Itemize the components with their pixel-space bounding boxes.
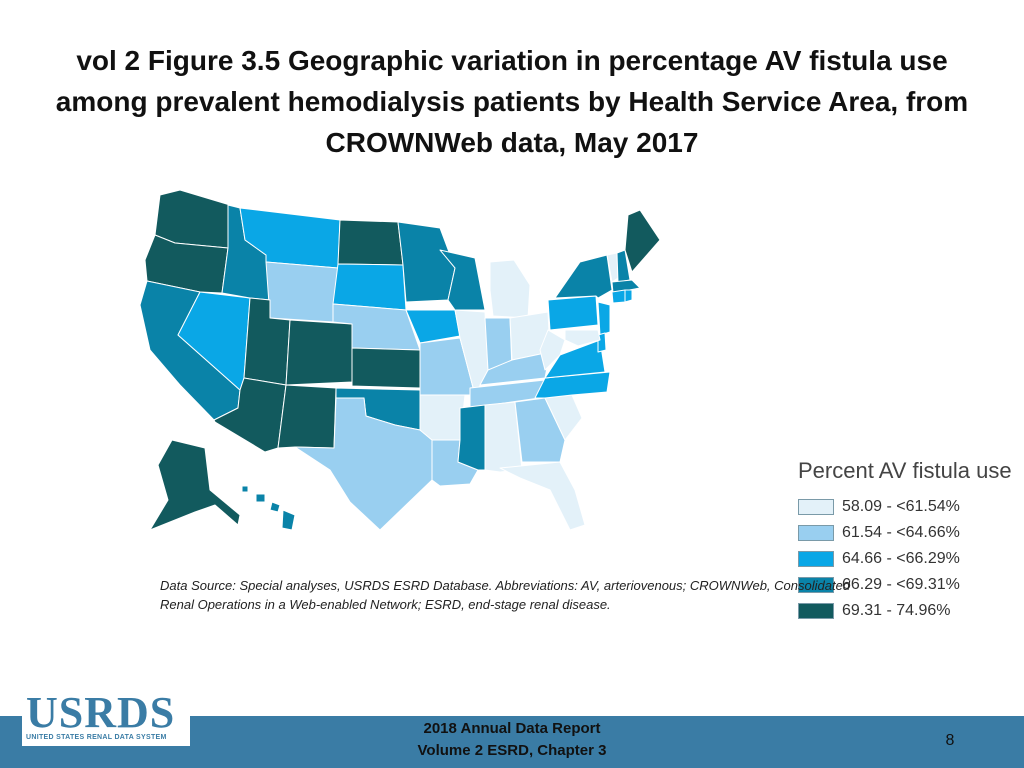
state-RI [624,289,633,303]
legend-label: 61.54 - <64.66% [842,524,960,541]
legend-title: Percent AV fistula use [798,458,1012,483]
us-map-panel: Percent AV fistula use 58.09 - <61.54% 6… [130,180,1012,619]
state-HI-3 [269,501,281,513]
legend-item: 66.29 - <69.31% [798,572,1024,598]
state-ME [624,209,661,273]
state-KS [351,347,421,389]
state-HI-2 [255,493,266,503]
page-number: 8 [945,732,955,749]
state-FL [499,461,586,531]
legend-swatch [798,551,834,567]
slide-title: vol 2 Figure 3.5 Geographic variation in… [55,45,969,158]
legend-swatch [798,603,834,619]
us-map [139,189,661,531]
state-SD [332,263,407,311]
legend-item: 69.31 - 74.96% [798,598,1024,624]
state-OR [144,234,229,294]
logo-subtext: UNITED STATES RENAL DATA SYSTEM [26,734,167,741]
state-CO [285,319,353,386]
state-AR [419,394,466,441]
state-HI-4 [281,509,296,531]
state-NC [534,371,611,399]
state-CT [611,289,626,304]
report-label: 2018 Annual Data Report Volume 2 ESRD, C… [380,718,644,762]
legend-swatch [798,499,834,515]
state-ND [337,219,404,266]
data-source-note: Data Source: Special analyses, USRDS ESR… [160,578,851,612]
legend-label: 64.66 - <66.29% [842,550,960,567]
legend-item: 64.66 - <66.29% [798,546,1024,572]
state-MD [564,329,601,347]
state-AK [149,439,241,531]
state-NY [554,254,613,299]
state-HI-1 [241,485,249,493]
map-legend: Percent AV fistula use 58.09 - <61.54% 6… [798,458,1024,624]
legend-swatch [798,577,834,593]
legend-label: 58.09 - <61.54% [842,498,960,515]
state-MS [457,404,486,471]
state-MN [397,221,456,303]
report-line-2: Volume 2 ESRD, Chapter 3 [417,742,607,759]
state-NJ [597,301,611,336]
legend-item: 61.54 - <64.66% [798,520,1024,546]
legend-label: 69.31 - 74.96% [842,602,951,619]
legend-swatch [798,525,834,541]
legend-item: 58.09 - <61.54% [798,494,1024,520]
state-MI [489,259,531,319]
logo-text: USRDS [26,688,176,737]
state-NM [277,384,337,449]
state-WV [539,329,566,371]
usrds-logo: USRDS UNITED STATES RENAL DATA SYSTEM [22,690,190,746]
state-MA [611,279,641,294]
state-WY [265,261,339,323]
state-PA [547,295,599,331]
legend-label: 66.29 - <69.31% [842,576,960,593]
report-line-1: 2018 Annual Data Report [423,720,601,737]
